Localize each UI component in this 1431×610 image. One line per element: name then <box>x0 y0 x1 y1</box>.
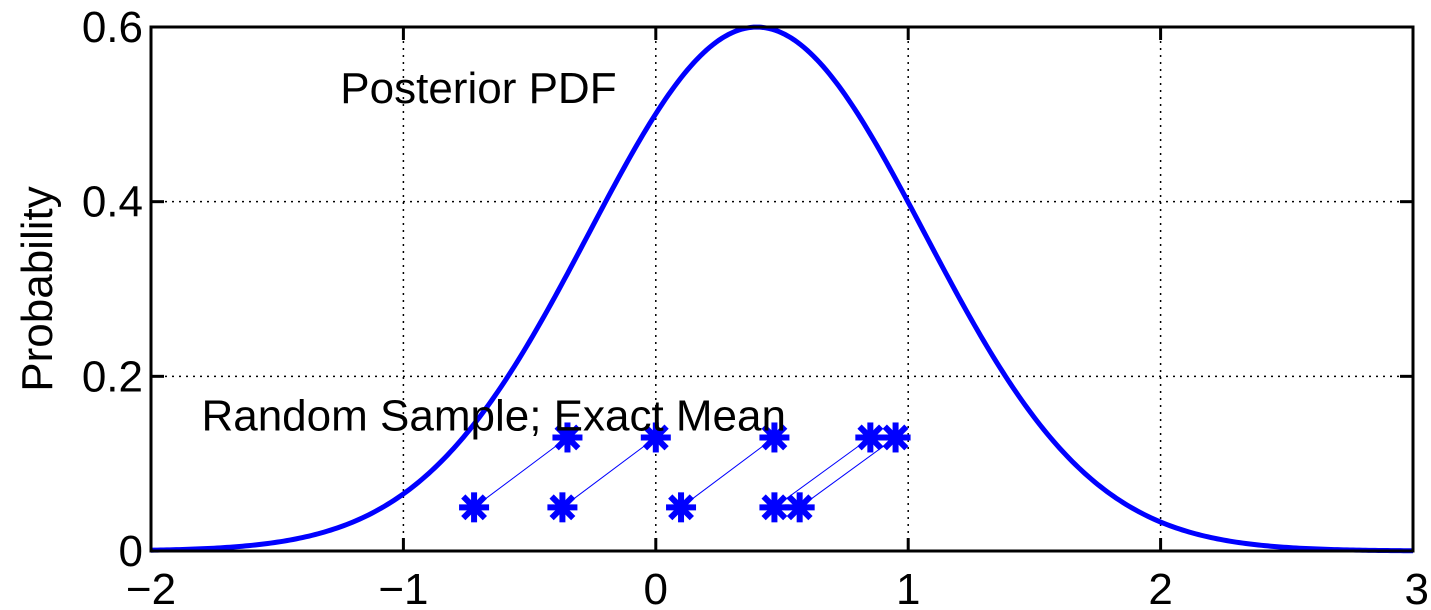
sample-link <box>473 437 568 508</box>
y-tick-label: 0 <box>119 527 143 576</box>
pdf-layer <box>150 24 1414 554</box>
sample-link <box>680 437 775 508</box>
annotation: Random Sample; Exact Mean <box>201 392 786 441</box>
tick-labels: −2 −1 0 1 2 3 0 0.2 0.4 0.6 <box>82 3 1429 610</box>
y-axis-label: Probability <box>13 186 62 391</box>
x-tick-label: −2 <box>126 565 176 610</box>
x-tick-label: 3 <box>1405 565 1429 610</box>
exact-mean-marker <box>640 422 671 453</box>
exact-mean-marker <box>759 422 790 453</box>
x-tick-label: 0 <box>644 565 668 610</box>
y-tick-label: 0.4 <box>82 178 143 227</box>
pdf-curve <box>150 24 1414 554</box>
sample-markers <box>459 422 911 523</box>
random-sample-marker <box>784 492 815 523</box>
exact-mean-marker <box>552 422 583 453</box>
exact-mean-marker <box>880 422 911 453</box>
x-tick-label: 2 <box>1148 565 1172 610</box>
plot-frame <box>149 25 1415 553</box>
x-tick-label: 1 <box>896 565 920 610</box>
random-sample-marker <box>666 492 697 523</box>
x-tick-label: −1 <box>378 565 428 610</box>
annotation: Posterior PDF <box>340 64 616 113</box>
sample-links <box>473 437 896 508</box>
annotations: Posterior PDF Random Sample; Exact Mean <box>201 64 786 441</box>
y-tick-label: 0.2 <box>82 352 143 401</box>
exact-mean-marker <box>855 422 886 453</box>
ticks <box>149 25 1415 553</box>
y-tick-label: 0.6 <box>82 3 143 52</box>
random-sample-marker <box>547 492 578 523</box>
grid <box>151 27 1413 551</box>
random-sample-marker <box>459 492 490 523</box>
random-sample-marker <box>759 492 790 523</box>
sample-link <box>562 437 657 508</box>
